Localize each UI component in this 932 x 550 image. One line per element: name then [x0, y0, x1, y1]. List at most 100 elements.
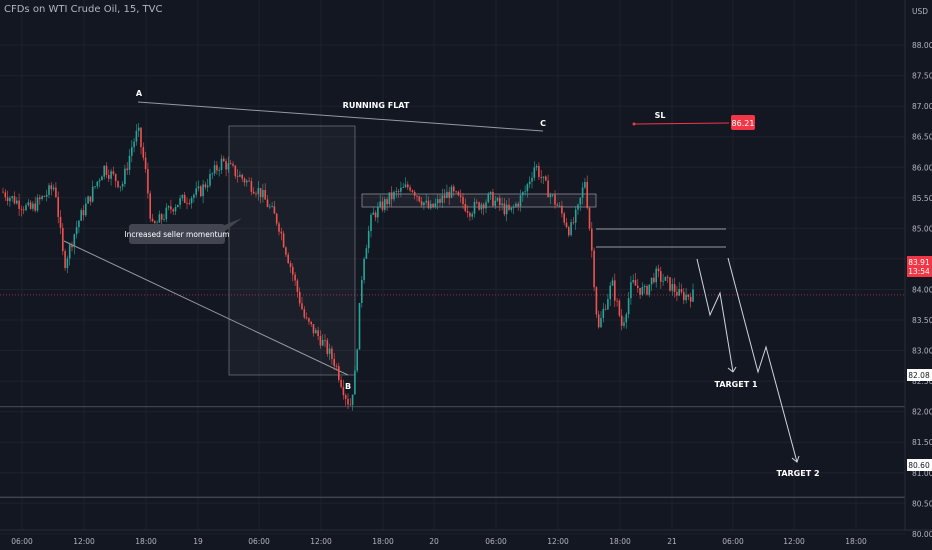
candle-body — [588, 207, 591, 229]
candle-body — [586, 181, 588, 208]
x-tick-label: 12:00 — [73, 537, 95, 546]
candle-body — [167, 206, 170, 208]
candle-body — [395, 191, 398, 193]
candle-body — [338, 366, 340, 380]
candle-body — [131, 147, 133, 156]
candle-body — [393, 191, 395, 200]
candle-body — [565, 222, 568, 228]
candle-body — [216, 165, 218, 171]
candle-body — [158, 214, 161, 223]
candle-body — [94, 186, 96, 188]
candle-body — [600, 318, 602, 328]
candle-body — [11, 196, 13, 199]
candle-body — [356, 349, 358, 371]
candle-body — [425, 200, 427, 203]
candle-body — [321, 340, 324, 346]
candle-body — [190, 197, 193, 204]
candle-body — [103, 165, 105, 177]
candle-body — [632, 280, 634, 283]
wave-label-c: C — [540, 119, 546, 128]
candle-body — [538, 165, 540, 177]
candle-body — [248, 180, 250, 182]
candle-body — [618, 300, 621, 316]
y-tick-label: 81.00 — [912, 469, 932, 478]
candle-body — [165, 207, 168, 220]
target-2-label: TARGET 2 — [776, 469, 819, 478]
candle-body — [4, 192, 7, 198]
candle-body — [188, 203, 191, 204]
candle-body — [515, 203, 517, 207]
candle-body — [206, 185, 209, 188]
target-1-label: TARGET 1 — [714, 380, 757, 389]
candle-body — [48, 185, 50, 195]
candle-body — [91, 186, 94, 202]
candle-body — [18, 200, 20, 209]
candle-body — [561, 205, 563, 214]
candle-body — [563, 213, 565, 223]
candle-body — [177, 204, 179, 208]
y-tick-label: 81.50 — [912, 438, 932, 447]
candle-body — [32, 203, 34, 209]
candle-body — [418, 196, 421, 202]
candle-body — [326, 340, 329, 354]
last-price-badge — [907, 256, 932, 277]
candle-body — [404, 184, 407, 188]
candle-body — [595, 287, 598, 315]
candle-body — [163, 219, 165, 220]
candle-body — [430, 203, 432, 209]
candle-body — [572, 222, 575, 224]
candle-body — [82, 210, 85, 216]
y-tick-label: 82.50 — [912, 377, 932, 386]
level-badge-1 — [907, 369, 932, 381]
candle-body — [68, 244, 71, 259]
candle-body — [301, 303, 303, 310]
candle-body — [112, 171, 115, 174]
candle-body — [135, 130, 138, 142]
candle-body — [114, 173, 117, 182]
range-box — [228, 125, 356, 376]
y-tick-label: 82.00 — [912, 408, 932, 417]
y-tick-label: 83.50 — [912, 316, 932, 325]
candle-body — [324, 340, 326, 341]
candle-body — [43, 196, 46, 197]
y-tick-label: 87.50 — [912, 72, 932, 81]
candle-body — [648, 284, 651, 295]
candle-body — [39, 197, 41, 200]
candle-body — [630, 282, 632, 299]
candle-body — [367, 230, 370, 249]
candle-body — [641, 287, 644, 295]
candle-body — [259, 188, 262, 198]
candle-body — [637, 285, 639, 288]
y-tick-label: 84.00 — [912, 285, 932, 294]
candle-body — [126, 168, 128, 171]
candle-body — [140, 127, 142, 148]
candle-body — [614, 280, 616, 301]
candle-body — [593, 250, 595, 288]
candle-body — [200, 186, 202, 197]
sl-anchor — [632, 122, 636, 126]
candle-body — [287, 254, 289, 264]
candle-body — [149, 193, 151, 219]
candle-body — [252, 191, 255, 194]
candle-body — [220, 158, 223, 171]
candle-body — [108, 175, 110, 179]
y-tick-label: 80.00 — [912, 530, 932, 539]
candle-body — [384, 199, 386, 210]
candle-body — [423, 202, 425, 206]
candle-body — [671, 284, 674, 291]
candle-body — [508, 204, 510, 210]
candle-body — [213, 165, 216, 174]
candle-body — [453, 186, 455, 192]
candle-body — [446, 191, 448, 199]
candle-body — [547, 180, 549, 198]
candle-body — [280, 231, 283, 234]
candle-body — [241, 174, 243, 179]
candle-body — [676, 292, 678, 296]
candle-body — [528, 181, 531, 185]
candle-body — [59, 216, 62, 228]
candle-body — [469, 212, 471, 217]
candle-body — [55, 187, 57, 198]
candle-body — [558, 205, 561, 207]
candle-body — [377, 206, 379, 218]
